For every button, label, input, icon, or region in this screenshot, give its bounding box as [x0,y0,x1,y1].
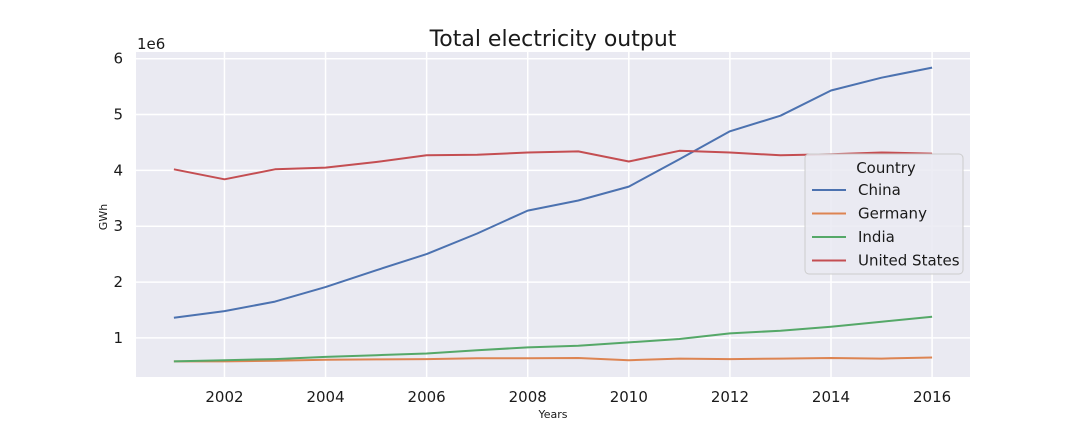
x-tick-label: 2006 [408,388,446,406]
series-lines [173,66,933,363]
legend-label: United States [858,252,960,270]
series-line-china [173,66,933,319]
y-tick-label: 2 [113,273,123,291]
x-tick-label: 2012 [711,388,749,406]
legend-items: China Germany India United States [812,181,960,270]
x-tick-label: 2014 [812,388,850,406]
legend: Country China Germany India United States [804,153,964,275]
y-tick-label: 5 [113,106,123,124]
legend-label: India [858,228,895,246]
y-scale-label: 1e6 [137,35,165,53]
y-tick-label: 1 [113,329,123,347]
y-axis-label: GWh [97,204,110,230]
series-line-india [173,315,933,363]
legend-label: Germany [858,205,927,223]
x-axis-label: Years [537,408,567,421]
x-tick-label: 2002 [205,388,243,406]
y-tick-label: 4 [113,161,123,179]
chart-title: Total electricity output [429,27,677,52]
legend-title: Country [856,159,916,177]
y-tick-label: 6 [113,50,123,68]
series-line-germany [173,356,933,363]
y-tick-labels: 1 2 3 4 5 6 [113,50,123,347]
x-tick-label: 2010 [610,388,648,406]
x-tick-label: 2008 [509,388,547,406]
legend-label: China [858,181,901,199]
x-tick-label: 2004 [306,388,344,406]
x-tick-labels: 2002 2004 2006 2008 2010 2012 2014 2016 [205,388,951,406]
x-tick-label: 2016 [913,388,951,406]
y-tick-label: 3 [113,217,123,235]
legend-box [804,153,964,275]
series-line-united-states [173,149,933,181]
